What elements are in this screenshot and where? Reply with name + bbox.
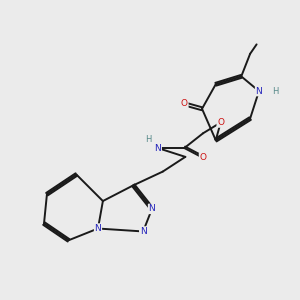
Text: H: H [145,135,152,144]
Text: N: N [154,143,161,152]
Text: N: N [148,204,155,213]
Text: H: H [272,87,279,96]
Text: N: N [94,224,101,233]
Text: N: N [140,227,146,236]
Text: O: O [200,153,206,162]
Text: N: N [256,87,262,96]
Text: O: O [181,99,188,108]
Text: O: O [217,118,224,127]
